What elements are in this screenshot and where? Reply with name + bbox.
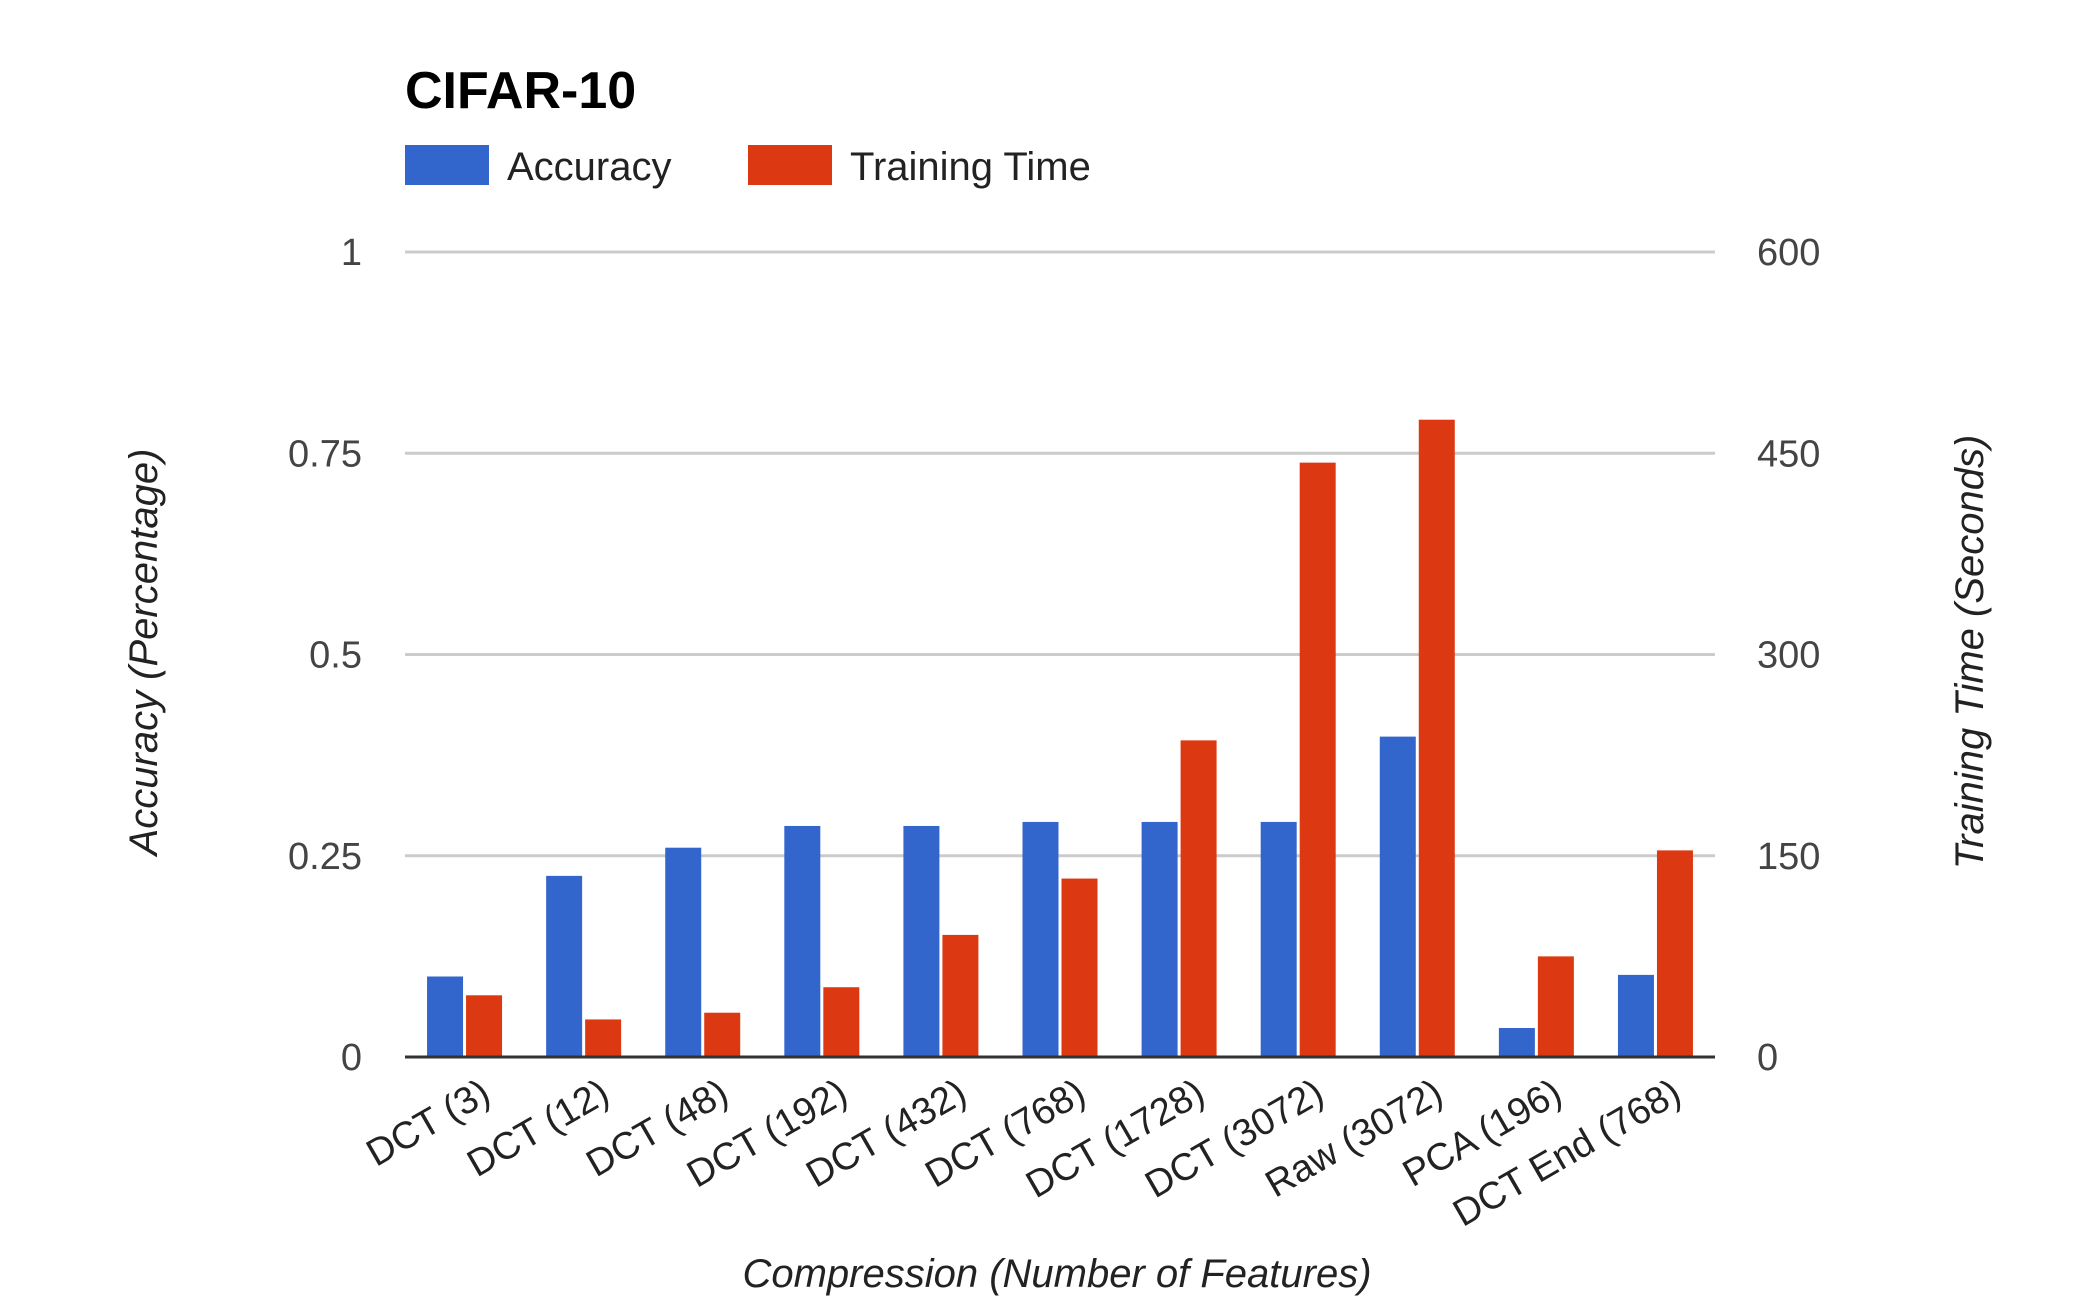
right-axis-ticks: 0 150 300 450 600 — [1757, 232, 1820, 1079]
bar-training-time — [1656, 850, 1693, 1057]
bar-accuracy — [1617, 974, 1654, 1057]
legend: Accuracy Training Time — [405, 145, 1091, 189]
legend-label-accuracy: Accuracy — [507, 145, 672, 189]
bar-accuracy — [1379, 736, 1416, 1057]
y-axis-title: Accuracy (Percentage) — [122, 449, 166, 858]
bar-accuracy — [665, 847, 702, 1057]
left-tick-label: 0.75 — [288, 433, 362, 475]
y2-axis-title: Training Time (Seconds) — [1948, 435, 1992, 870]
bar-accuracy — [903, 825, 940, 1057]
bar-training-time — [1418, 419, 1455, 1057]
category-labels: DCT (3)DCT (12)DCT (48)DCT (192)DCT (432… — [360, 1071, 1688, 1235]
bar-training-time — [585, 1019, 622, 1057]
legend-swatch-accuracy — [405, 145, 489, 185]
left-tick-label: 0 — [341, 1037, 362, 1079]
right-tick-label: 600 — [1757, 232, 1820, 274]
bar-training-time — [1180, 740, 1217, 1057]
bar-training-time — [466, 995, 503, 1057]
bar-accuracy — [1022, 821, 1059, 1057]
bar-accuracy — [784, 825, 821, 1057]
bar-training-time — [1299, 462, 1336, 1057]
bar-accuracy — [1498, 1028, 1535, 1057]
bar-training-time — [823, 987, 860, 1057]
bar-accuracy — [546, 875, 583, 1057]
bar-training-time — [1537, 956, 1574, 1057]
bar-accuracy — [427, 976, 464, 1057]
left-tick-label: 0.5 — [309, 635, 362, 677]
chart-title: CIFAR-10 — [405, 62, 636, 120]
gridlines — [405, 250, 1715, 858]
x-axis-title: Compression (Number of Features) — [742, 1252, 1371, 1296]
left-tick-label: 1 — [341, 232, 362, 274]
right-tick-label: 0 — [1757, 1037, 1778, 1079]
bar-training-time — [704, 1012, 741, 1057]
left-tick-label: 0.25 — [288, 836, 362, 878]
bars — [405, 419, 1715, 1059]
bar-training-time — [942, 934, 979, 1057]
bar-accuracy — [1141, 821, 1178, 1057]
right-tick-label: 150 — [1757, 836, 1820, 878]
legend-swatch-training-time — [748, 145, 832, 185]
bar-accuracy — [1260, 821, 1297, 1057]
bar-training-time — [1061, 878, 1098, 1057]
right-tick-label: 450 — [1757, 433, 1820, 475]
right-tick-label: 300 — [1757, 635, 1820, 677]
legend-label-training-time: Training Time — [850, 145, 1091, 189]
left-axis-ticks: 0 0.25 0.5 0.75 1 — [288, 232, 362, 1079]
